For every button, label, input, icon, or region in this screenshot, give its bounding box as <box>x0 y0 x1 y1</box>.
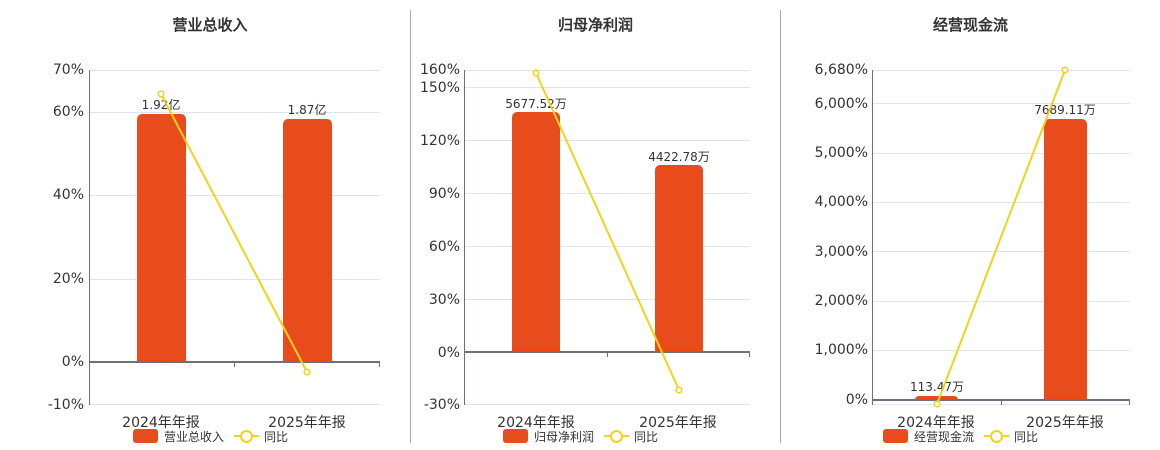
gridline <box>465 140 750 141</box>
chart-panel-operating-cash-flow: 经营现金流 <box>781 0 1160 450</box>
x-axis <box>90 361 380 363</box>
bar-value-label: 4422.78万 <box>648 150 710 164</box>
y-tick-label: -30% <box>423 397 460 413</box>
gridline <box>90 112 380 113</box>
bar-2024[interactable] <box>915 396 958 400</box>
y-tick-label: 160% <box>419 62 460 78</box>
legend-line-label[interactable]: 同比 <box>634 429 659 444</box>
chart-title: 经营现金流 <box>932 16 1008 34</box>
y-tick-label: 70% <box>52 62 84 78</box>
chart-panel-revenue: 营业总收入 70% 60% 40% 20% 0% -10% 1.92亿 1.87… <box>0 0 410 450</box>
y-tick-label: 3,000% <box>814 244 868 260</box>
gridline <box>90 70 380 71</box>
gridline <box>873 153 1130 154</box>
yoy-line <box>157 90 311 376</box>
bar-2025[interactable] <box>1044 119 1087 400</box>
bar-2024[interactable] <box>512 112 560 351</box>
y-tick-label: 0% <box>845 392 868 408</box>
gridline <box>465 87 750 88</box>
legend-line-icon[interactable] <box>604 429 630 443</box>
legend-bar-label[interactable]: 经营现金流 <box>914 429 975 444</box>
y-tick-label: 4,000% <box>814 194 868 210</box>
y-tick-label: 6,000% <box>814 96 868 112</box>
y-tick-label: 120% <box>419 133 460 149</box>
y-tick-label: -10% <box>47 397 84 413</box>
bar-2024[interactable] <box>137 114 186 362</box>
legend: 经营现金流 同比 <box>883 428 1038 444</box>
gridline <box>90 195 380 196</box>
gridline <box>90 404 380 405</box>
x-category-label: 2025年年报 <box>639 415 717 431</box>
legend-bar-swatch[interactable] <box>503 429 528 443</box>
legend-bar-label[interactable]: 归母净利润 <box>534 429 595 444</box>
gridline <box>873 103 1130 104</box>
gridline <box>465 70 750 71</box>
y-tick-label: 2,000% <box>814 293 868 309</box>
y-tick-label: 6,680% <box>814 62 868 78</box>
legend-line-label[interactable]: 同比 <box>1014 429 1039 444</box>
x-tick <box>379 362 380 367</box>
legend-bar-label[interactable]: 营业总收入 <box>164 429 225 444</box>
y-tick-label: 60% <box>428 239 460 255</box>
y-tick-label: 30% <box>428 292 460 308</box>
panel-divider <box>780 10 781 443</box>
y-axis <box>89 70 90 405</box>
bar-2025[interactable] <box>655 165 703 351</box>
bar-2025[interactable] <box>283 119 332 362</box>
gridline <box>873 202 1130 203</box>
x-tick <box>1001 400 1002 405</box>
bar-value-label: 7689.11万 <box>1034 103 1096 117</box>
bar-value-label: 113.47万 <box>910 380 964 394</box>
chart-title: 归母净利润 <box>557 16 633 34</box>
x-category-label: 2025年年报 <box>1026 415 1104 431</box>
gridline <box>465 299 750 300</box>
x-category-label: 2024年年报 <box>122 415 200 431</box>
legend-bar-swatch[interactable] <box>883 429 908 443</box>
legend-line-icon[interactable] <box>234 429 260 443</box>
legend: 归母净利润 同比 <box>503 428 658 444</box>
gridline <box>465 246 750 247</box>
gridline <box>873 251 1130 252</box>
y-tick-label: 0% <box>437 345 460 361</box>
y-tick-label: 0% <box>61 354 84 370</box>
gridline <box>465 404 750 405</box>
y-tick-label: 40% <box>52 187 84 203</box>
bar-value-label: 1.87亿 <box>287 103 327 117</box>
x-category-label: 2024年年报 <box>897 415 975 431</box>
gridline <box>873 70 1130 71</box>
x-category-label: 2024年年报 <box>497 415 575 431</box>
gridline <box>465 193 750 194</box>
y-axis <box>872 70 873 405</box>
gridline <box>873 350 1130 351</box>
y-tick-label: 150% <box>419 80 460 96</box>
y-tick-label: 90% <box>428 186 460 202</box>
bar-value-label: 1.92亿 <box>141 98 181 112</box>
x-tick <box>234 362 235 367</box>
chart-panel-net-profit: 归母净利润 <box>411 0 780 450</box>
y-tick-label: 5,000% <box>814 145 868 161</box>
panel-divider <box>410 10 411 443</box>
y-tick-label: 20% <box>52 271 84 287</box>
legend-line-icon[interactable] <box>984 429 1010 443</box>
y-axis <box>464 70 465 405</box>
x-tick <box>607 352 608 357</box>
x-tick <box>1129 400 1130 405</box>
y-tick-label: 1,000% <box>814 342 868 358</box>
chart-title: 营业总收入 <box>172 16 248 34</box>
legend-bar-swatch[interactable] <box>133 429 158 443</box>
gridline <box>873 301 1130 302</box>
gridline <box>90 279 380 280</box>
legend: 营业总收入 同比 <box>133 428 288 444</box>
x-category-label: 2025年年报 <box>268 415 346 431</box>
y-tick-label: 60% <box>52 104 84 120</box>
legend-line-label[interactable]: 同比 <box>264 429 289 444</box>
x-tick <box>749 352 750 357</box>
